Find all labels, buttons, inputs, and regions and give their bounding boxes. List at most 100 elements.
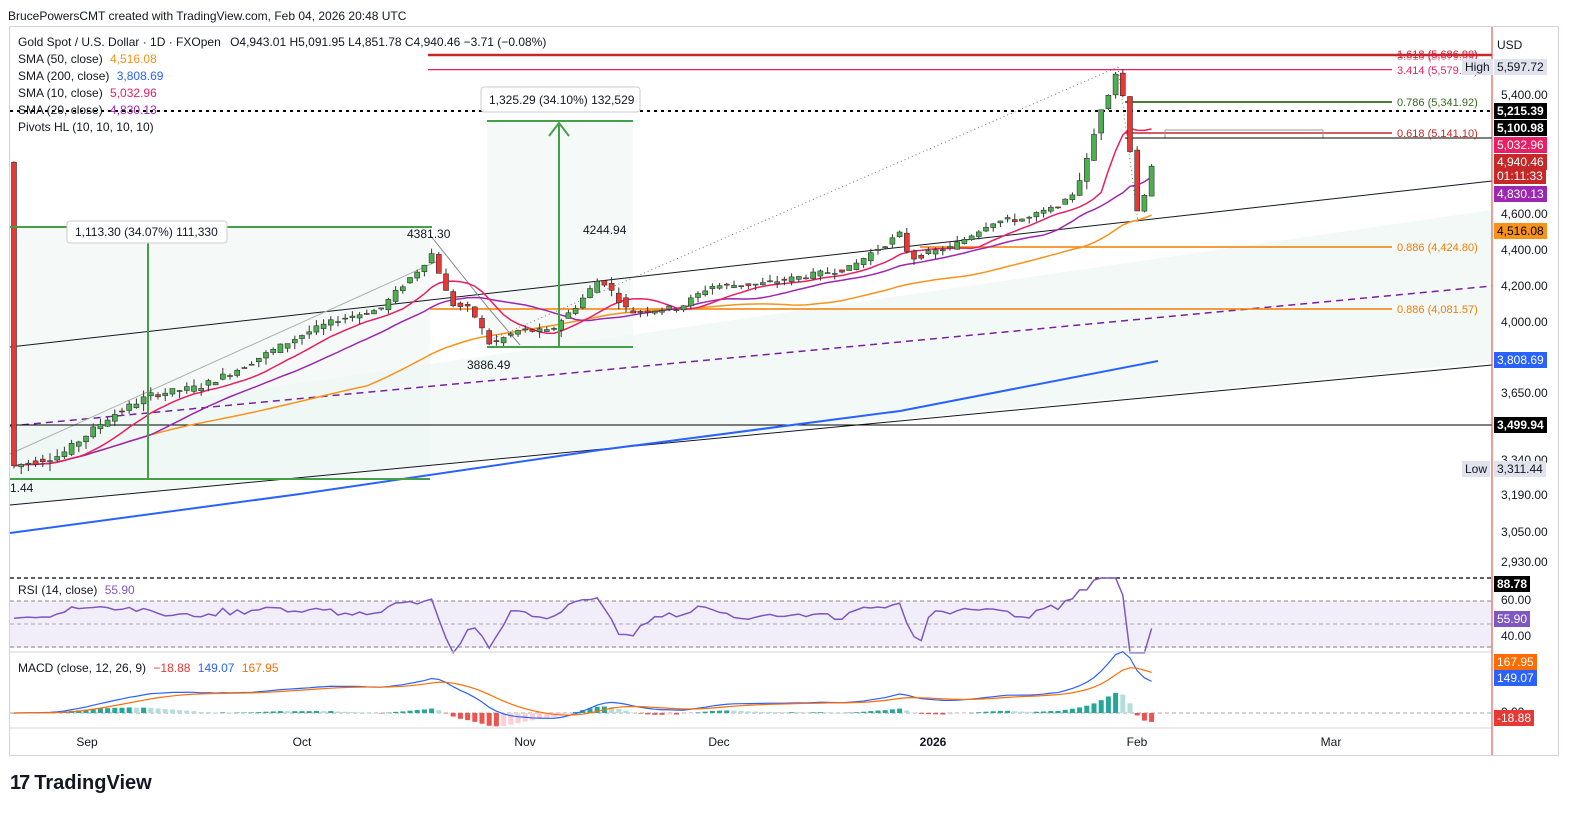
macd-hist-bar bbox=[846, 712, 852, 714]
macd-hist-bar bbox=[148, 707, 154, 713]
level-3499-tag: 3,499.94 bbox=[1494, 417, 1547, 433]
candle-body bbox=[220, 373, 226, 380]
macd-hist-bar bbox=[753, 711, 759, 713]
time-axis-tick: Dec bbox=[708, 735, 729, 749]
macd-legend[interactable]: MACD (close, 12, 26, 9) −18.88 149.07 16… bbox=[18, 661, 279, 675]
candle-body bbox=[997, 220, 1004, 224]
macd-hist-bar bbox=[1113, 692, 1119, 713]
macd-hist-bar bbox=[961, 713, 967, 714]
candle-body bbox=[176, 390, 183, 392]
macd-hist-bar bbox=[659, 713, 665, 715]
macd-hist-bar bbox=[493, 713, 499, 727]
macd-hist-bar bbox=[429, 708, 435, 713]
candle-body bbox=[126, 403, 132, 411]
price-axis-tick: 4,200.00 bbox=[1501, 279, 1548, 293]
candle-body bbox=[1019, 218, 1025, 222]
candle-body bbox=[443, 273, 449, 291]
macd-hist-bar bbox=[263, 711, 269, 713]
candle-body bbox=[234, 369, 240, 376]
candle-body bbox=[493, 340, 500, 342]
sma10-line bbox=[13, 127, 1152, 467]
macd-hist-bar bbox=[184, 710, 190, 713]
macd-hist-bar bbox=[789, 712, 795, 713]
candle-body bbox=[327, 319, 334, 326]
candle-body bbox=[896, 231, 903, 237]
candle-body bbox=[61, 451, 68, 457]
macd-hist-bar bbox=[695, 712, 701, 713]
candle-body bbox=[1148, 165, 1155, 197]
macd-hist-bar bbox=[1055, 710, 1061, 713]
candle-body bbox=[666, 305, 673, 310]
macd-hist-bar bbox=[1141, 713, 1147, 721]
macd-hist-bar bbox=[249, 712, 255, 713]
macd-hist-bar bbox=[234, 712, 240, 714]
candle-body bbox=[651, 310, 658, 314]
macd-hist-bar bbox=[385, 712, 391, 714]
candle-body bbox=[140, 396, 147, 405]
macd-hist-bar bbox=[328, 711, 334, 713]
macd-hist-bar bbox=[1019, 711, 1025, 713]
channel-lower-line bbox=[9, 364, 1493, 506]
macd-hist-bar bbox=[198, 711, 204, 713]
macd-hist-bar bbox=[1127, 703, 1133, 713]
macd-hist-bar bbox=[400, 711, 406, 713]
macd-hist-bar bbox=[335, 711, 341, 713]
candle-body bbox=[572, 308, 579, 314]
candle-body bbox=[68, 442, 75, 455]
candle-body bbox=[155, 394, 161, 398]
candle-body bbox=[356, 314, 363, 319]
macd-hist-bar bbox=[1120, 694, 1126, 713]
macd-hist-bar bbox=[133, 707, 139, 713]
candle-body bbox=[932, 249, 939, 255]
macd-hist-bar bbox=[688, 713, 694, 714]
candle-body bbox=[313, 325, 320, 333]
candle-body bbox=[1084, 158, 1090, 182]
candle-body bbox=[1004, 217, 1011, 220]
macd-hist-bar bbox=[227, 712, 233, 714]
currency-label[interactable]: USD bbox=[1497, 38, 1523, 52]
candle-body bbox=[385, 299, 392, 311]
legend-sma20[interactable]: SMA (20, close) 4,830.13 bbox=[18, 102, 546, 119]
macd-hist-bar bbox=[990, 711, 996, 713]
rsi-legend[interactable]: RSI (14, close) 55.90 bbox=[18, 583, 135, 597]
rsi-value-tag: 55.90 bbox=[1494, 611, 1531, 627]
legend-pivots[interactable]: Pivots HL (10, 10, 10, 10) bbox=[18, 119, 546, 136]
macd-hist-bar bbox=[141, 707, 147, 713]
macd-hist-bar bbox=[501, 713, 507, 726]
macd-hist-bar bbox=[1091, 703, 1097, 713]
legend-sma10[interactable]: SMA (10, close) 5,032.96 bbox=[18, 85, 546, 102]
measure-box-1-shading bbox=[10, 227, 430, 479]
candle-body bbox=[587, 288, 593, 298]
macd-hist-bar bbox=[436, 710, 442, 713]
macd-hist-bar bbox=[177, 710, 183, 713]
macd-hist-bar bbox=[1077, 707, 1083, 713]
candle-body bbox=[1105, 95, 1112, 109]
candle-body bbox=[947, 246, 953, 249]
macd-hist-bar bbox=[213, 712, 219, 714]
macd-hist-bar bbox=[479, 713, 485, 724]
candle-body bbox=[378, 307, 385, 310]
macd-hist-bar bbox=[594, 706, 600, 713]
candle-body bbox=[831, 273, 838, 275]
sma200-price-tag: 3,808.69 bbox=[1494, 352, 1547, 368]
candle-body bbox=[529, 329, 536, 332]
candle-body bbox=[594, 280, 601, 293]
symbol-title[interactable]: Gold Spot / U.S. Dollar · 1D · FXOpen bbox=[18, 35, 221, 49]
candle-body bbox=[112, 414, 118, 422]
candle-body bbox=[515, 330, 521, 335]
legend-sma50[interactable]: SMA (50, close) 4,516.08 bbox=[18, 51, 546, 68]
candle-body bbox=[1011, 219, 1018, 223]
macd-hist-bar bbox=[378, 713, 384, 714]
candle-body bbox=[1134, 149, 1140, 212]
candle-body bbox=[363, 313, 370, 315]
candle-body bbox=[306, 331, 313, 335]
sma50-price-tag: 4,516.08 bbox=[1494, 223, 1547, 239]
candle-body bbox=[335, 321, 341, 323]
fib-1618-label: 1.618 (5,686.90) bbox=[1397, 49, 1478, 61]
tradingview-logo[interactable]: 17 TradingView bbox=[10, 772, 152, 795]
macd-hist-bar bbox=[97, 708, 103, 713]
macd-hist-bar bbox=[191, 711, 197, 713]
rsi-axis-tick: 60.00 bbox=[1501, 593, 1531, 607]
legend-sma200[interactable]: SMA (200, close) 3,808.69 bbox=[18, 68, 546, 85]
